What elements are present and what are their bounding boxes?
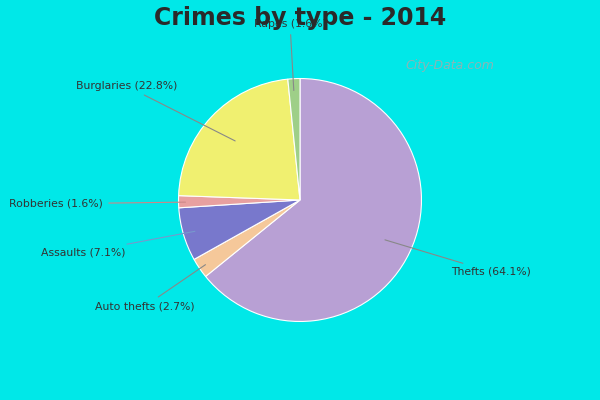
Text: Thefts (64.1%): Thefts (64.1%) <box>385 240 532 277</box>
Wedge shape <box>194 200 300 276</box>
Wedge shape <box>206 78 421 322</box>
Wedge shape <box>288 78 300 200</box>
Wedge shape <box>179 79 300 200</box>
Text: Robberies (1.6%): Robberies (1.6%) <box>10 199 185 209</box>
Text: Auto thefts (2.7%): Auto thefts (2.7%) <box>95 265 205 311</box>
Wedge shape <box>179 200 300 260</box>
Text: City-Data.com: City-Data.com <box>405 59 494 72</box>
Text: Rapes (1.6%): Rapes (1.6%) <box>254 19 326 90</box>
Text: Assaults (7.1%): Assaults (7.1%) <box>41 231 195 258</box>
Text: Burglaries (22.8%): Burglaries (22.8%) <box>76 81 235 141</box>
Text: Crimes by type - 2014: Crimes by type - 2014 <box>154 6 446 30</box>
Wedge shape <box>179 196 300 208</box>
